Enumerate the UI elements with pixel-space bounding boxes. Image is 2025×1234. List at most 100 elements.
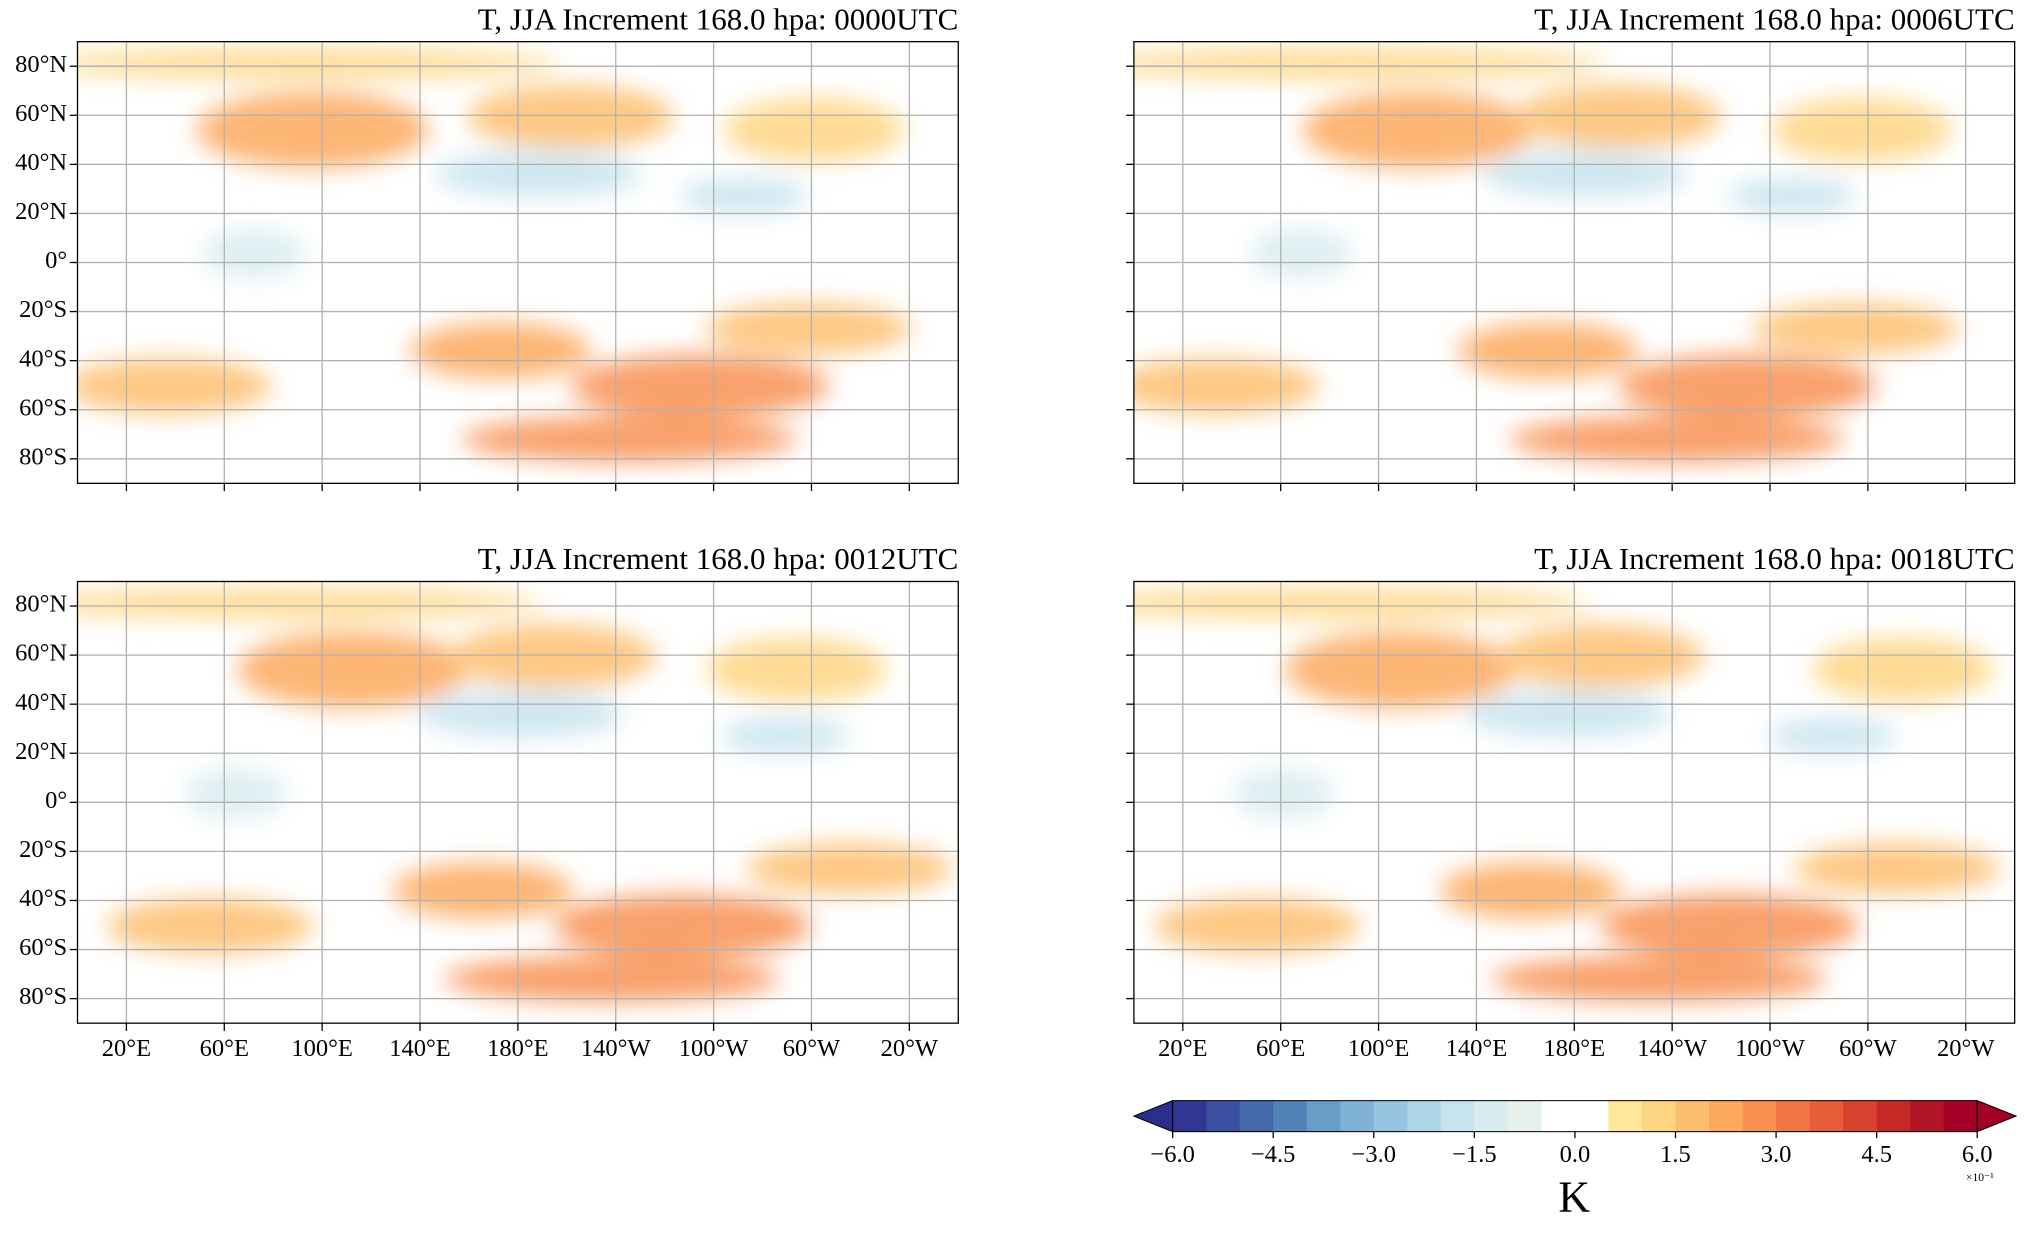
y-tick-label: 20°S [19, 836, 67, 863]
colorbar-bin [1474, 1100, 1509, 1132]
field-blob [1491, 955, 1828, 1003]
colorbar-tick-label: 6.0 [1962, 1141, 1993, 1168]
y-tick-label: 40°N [15, 149, 67, 176]
field-blob [679, 178, 809, 215]
colorbar-bin [1574, 1100, 1610, 1132]
x-tick-label: 60°W [783, 1035, 841, 1062]
field-blob [723, 97, 905, 163]
field-blob [1439, 862, 1621, 920]
field-blob [77, 48, 559, 80]
y-tick-label: 60°S [19, 394, 67, 421]
y-tick-label: 80°N [15, 51, 67, 78]
field-blob [1231, 767, 1336, 820]
field-blob [449, 624, 657, 689]
x-tick-label: 140°W [1637, 1035, 1708, 1062]
field-blob [1457, 322, 1639, 380]
field-blob [237, 631, 470, 709]
y-tick-label: 20°N [15, 738, 67, 765]
field-blob [1793, 842, 2001, 895]
panel-title: T, JJA Increment 168.0 hpa: 0018UTC [1534, 541, 2014, 576]
field-blob [435, 150, 642, 198]
y-tick-label: 0° [45, 247, 67, 274]
colorbar-bin [1709, 1100, 1744, 1132]
field-blob [461, 415, 798, 463]
x-tick-label: 140°E [389, 1035, 451, 1062]
map-frame [76, 41, 959, 484]
field-blur [1133, 588, 2001, 1003]
x-tick-label: 20°E [102, 1035, 151, 1062]
field-blob [1771, 97, 1953, 163]
field-blob [184, 767, 288, 820]
field-blob [1133, 48, 1607, 80]
map-panel: T, JJA Increment 168.0 hpa: 0006UTC [1126, 1, 2016, 492]
colorbar-tick-label: 1.5 [1660, 1141, 1691, 1168]
colorbar-tick-label: 4.5 [1861, 1141, 1892, 1168]
colorbar-bin [1541, 1100, 1576, 1132]
y-tick-label: 60°S [19, 934, 67, 961]
colorbar-bin [1641, 1100, 1677, 1132]
colorbar-bin [1675, 1100, 1710, 1132]
y-tick-label: 0° [45, 787, 67, 814]
map-panel: 20°E 60°E 100°E 140°E 180°E 140°W 100°W 60°W 20°… [1126, 541, 2016, 1062]
panel-title: T, JJA Increment 168.0 hpa: 0006UTC [1534, 1, 2014, 36]
map-frame [1133, 41, 2016, 484]
colorbar-bin [1943, 1100, 1978, 1132]
field-blob [553, 893, 812, 959]
field-blob [201, 227, 306, 280]
x-tick-label: 100°W [1735, 1035, 1806, 1062]
field-blob [705, 302, 912, 355]
field-blob [1497, 624, 1705, 689]
x-tick-label: 60°E [1256, 1035, 1305, 1062]
colorbar-bin [1172, 1100, 1207, 1132]
field-blob [417, 690, 625, 738]
field-blob [1618, 353, 1877, 419]
colorbar-bin [1507, 1100, 1543, 1132]
field-blob [443, 955, 780, 1003]
field [1133, 588, 2001, 1003]
colorbar-bin [1407, 1100, 1442, 1132]
field-blob [106, 897, 313, 955]
y-tick-label: 80°S [19, 443, 67, 470]
field-blob [467, 84, 675, 150]
x-tick-label: 140°W [581, 1035, 652, 1062]
y-tick-label: 60°N [15, 100, 67, 127]
x-tick-label: 140°E [1446, 1035, 1508, 1062]
field-blob [1600, 893, 1860, 959]
colorbar-tick-label: −4.5 [1251, 1141, 1295, 1168]
field-blob [409, 322, 591, 380]
x-tick-label: 20°E [1158, 1035, 1207, 1062]
colorbar-over [1976, 1099, 2018, 1133]
colorbar-bin [1373, 1100, 1408, 1132]
field-blob [570, 353, 830, 419]
colorbar-tick-label: −3.0 [1352, 1141, 1396, 1168]
y-tick-label: 20°S [19, 296, 67, 323]
field-blob [1482, 150, 1690, 198]
colorbar-tick-label: 3.0 [1761, 1141, 1792, 1168]
x-tick-label: 180°E [1544, 1035, 1606, 1062]
colorbar-bin [1776, 1100, 1811, 1132]
colorbar-bin [1843, 1100, 1878, 1132]
field [77, 588, 953, 1003]
field-blob [1284, 631, 1518, 709]
colorbar-tick-label: 0.0 [1560, 1141, 1591, 1168]
field-blob [1133, 357, 1320, 415]
colorbar-bin [1809, 1100, 1844, 1132]
y-tick-label: 40°S [19, 345, 67, 372]
field-blob [1133, 588, 1589, 620]
y-tick-label: 80°N [15, 591, 67, 618]
x-tick-label: 180°E [487, 1035, 549, 1062]
map-panel: 80°N 60°N 40°N 20°N 0° 20°S 40°S 60°S 80°S 20°E 60… [15, 541, 959, 1062]
y-tick-label: 80°S [19, 983, 67, 1010]
y-tick-label: 60°N [15, 640, 67, 667]
colorbar-bin [1306, 1100, 1341, 1132]
field-blob [196, 91, 429, 169]
x-tick-label: 60°E [200, 1035, 249, 1062]
x-tick-label: 100°E [1348, 1035, 1410, 1062]
field-blob [1726, 178, 1857, 215]
field-blob [706, 637, 888, 703]
colorbar-tick-label: −1.5 [1452, 1141, 1496, 1168]
field-blob [1768, 717, 1898, 755]
field-blob [746, 842, 953, 895]
colorbar-under [1132, 1099, 1174, 1133]
